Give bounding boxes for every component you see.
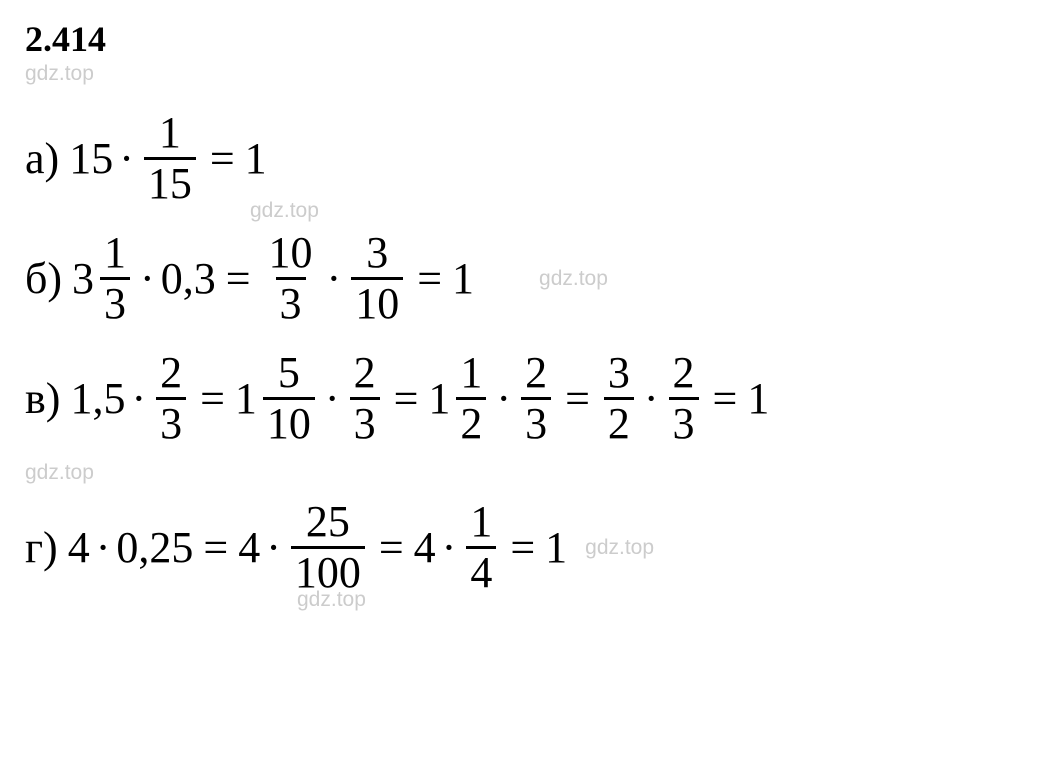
row-c-mixed1-frac: 5 10	[263, 351, 315, 446]
row-b: б) 3 1 3 · 0,3 = 10 3 · 3 10 = 1 gdz.top	[25, 231, 1029, 326]
row-c-decimal: 1,5	[70, 373, 125, 424]
frac-num: 5	[274, 351, 304, 397]
eq-op: =	[210, 133, 235, 184]
dot-op: ·	[644, 373, 659, 424]
eq-op: =	[417, 253, 442, 304]
frac-num: 25	[302, 500, 354, 546]
row-d: г) 4 · 0,25 = 4 · 25 100 = 4 · 1 4 = 1 g…	[25, 500, 1029, 595]
watermark-d-right: gdz.top	[585, 536, 654, 560]
row-d-decimal: 0,25	[116, 522, 193, 573]
eq-op: =	[510, 522, 535, 573]
row-a-int: 15	[69, 133, 113, 184]
row-b-decimal: 0,3	[161, 253, 216, 304]
frac-num: 2	[521, 351, 551, 397]
frac-num: 2	[156, 351, 186, 397]
row-b-mixed-frac: 1 3	[100, 231, 130, 326]
problem-number: 2.414	[25, 18, 1029, 60]
frac-den: 15	[144, 157, 196, 206]
frac-den: 3	[521, 397, 551, 446]
row-c-mixed2-frac: 1 2	[456, 351, 486, 446]
frac-num: 10	[265, 231, 317, 277]
frac-den: 4	[466, 546, 496, 595]
watermark-a: gdz.top	[250, 199, 319, 223]
row-a-label: а)	[25, 133, 59, 184]
row-c-mixed2-whole: 1	[428, 373, 450, 424]
dot-op: ·	[442, 522, 457, 573]
row-d-label: г)	[25, 522, 58, 573]
frac-num: 3	[362, 231, 392, 277]
frac-den: 2	[604, 397, 634, 446]
frac-den: 3	[156, 397, 186, 446]
row-d-result: 1	[545, 522, 567, 573]
row-b-frac1: 10 3	[265, 231, 317, 326]
dot-op: ·	[119, 133, 134, 184]
frac-den: 3	[669, 397, 699, 446]
row-b-frac2: 3 10	[351, 231, 403, 326]
row-c-frac5: 2 3	[669, 351, 699, 446]
frac-num: 3	[604, 351, 634, 397]
row-c-mixed1-whole: 1	[235, 373, 257, 424]
watermark-top: gdz.top	[25, 62, 1029, 86]
dot-op: ·	[140, 253, 155, 304]
row-d-frac1: 25 100	[291, 500, 365, 595]
dot-op: ·	[266, 522, 281, 573]
row-d-int3: 4	[414, 522, 436, 573]
row-c-frac4: 3 2	[604, 351, 634, 446]
watermark-b: gdz.top	[539, 267, 608, 291]
dot-op: ·	[327, 253, 342, 304]
dot-op: ·	[325, 373, 340, 424]
frac-den: 2	[456, 397, 486, 446]
dot-op: ·	[496, 373, 511, 424]
row-c-frac1: 2 3	[156, 351, 186, 446]
row-a-frac1: 1 15	[144, 111, 196, 206]
row-b-result: 1	[452, 253, 474, 304]
dot-op: ·	[96, 522, 111, 573]
row-b-label: б)	[25, 253, 62, 304]
eq-op: =	[713, 373, 738, 424]
frac-num: 1	[100, 231, 130, 277]
frac-num: 2	[669, 351, 699, 397]
row-c: в) 1,5 · 2 3 = 1 5 10 · 2 3 = 1 1 2 · 2 …	[25, 351, 1029, 446]
eq-op: =	[226, 253, 251, 304]
frac-den: 3	[100, 277, 130, 326]
row-c-label: в)	[25, 373, 60, 424]
eq-op: =	[379, 522, 404, 573]
watermark-d-bottom: gdz.top	[297, 588, 366, 612]
frac-den: 10	[351, 277, 403, 326]
row-d-int1: 4	[68, 522, 90, 573]
row-a-result: 1	[245, 133, 267, 184]
watermark-c: gdz.top	[25, 461, 1029, 485]
frac-num: 2	[350, 351, 380, 397]
row-c-frac2: 2 3	[350, 351, 380, 446]
frac-num: 1	[466, 500, 496, 546]
frac-num: 1	[456, 351, 486, 397]
row-a: а) 15 · 1 15 = 1 gdz.top	[25, 111, 1029, 206]
eq-op: =	[203, 522, 228, 573]
eq-op: =	[565, 373, 590, 424]
row-d-int2: 4	[238, 522, 260, 573]
row-b-mixed-whole: 3	[72, 253, 94, 304]
eq-op: =	[394, 373, 419, 424]
dot-op: ·	[131, 373, 146, 424]
frac-num: 1	[155, 111, 185, 157]
row-c-frac3: 2 3	[521, 351, 551, 446]
frac-den: 3	[350, 397, 380, 446]
eq-op: =	[200, 373, 225, 424]
frac-den: 3	[276, 277, 306, 326]
row-c-result: 1	[747, 373, 769, 424]
row-d-frac2: 1 4	[466, 500, 496, 595]
frac-den: 10	[263, 397, 315, 446]
